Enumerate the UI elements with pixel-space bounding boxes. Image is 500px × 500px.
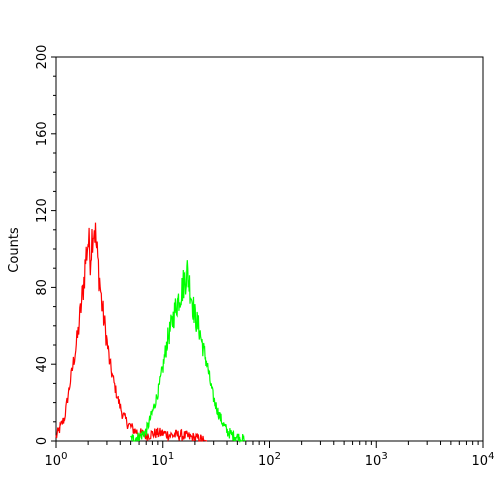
y-tick-label: 200 [35, 45, 50, 70]
series-line-green [130, 260, 247, 444]
x-tick-label: 102 [258, 451, 281, 469]
series-line-red [55, 222, 208, 442]
y-tick-label: 40 [35, 356, 50, 373]
y-tick-label: 80 [35, 279, 50, 296]
x-tick-label: 100 [45, 451, 68, 469]
y-tick-label: 120 [35, 198, 50, 223]
x-tick-label: 101 [151, 451, 174, 469]
y-axis-label: Counts [7, 227, 22, 273]
x-tick-label: 104 [472, 451, 495, 469]
x-tick-label: 103 [365, 451, 388, 469]
series-layer [55, 222, 247, 444]
plot-frame [55, 56, 484, 442]
axis-layer: 0 40 80 120 160 200 100 101 102 103 104 [35, 45, 494, 469]
y-tick-label: 0 [35, 437, 50, 445]
y-tick-label: 160 [35, 121, 50, 146]
